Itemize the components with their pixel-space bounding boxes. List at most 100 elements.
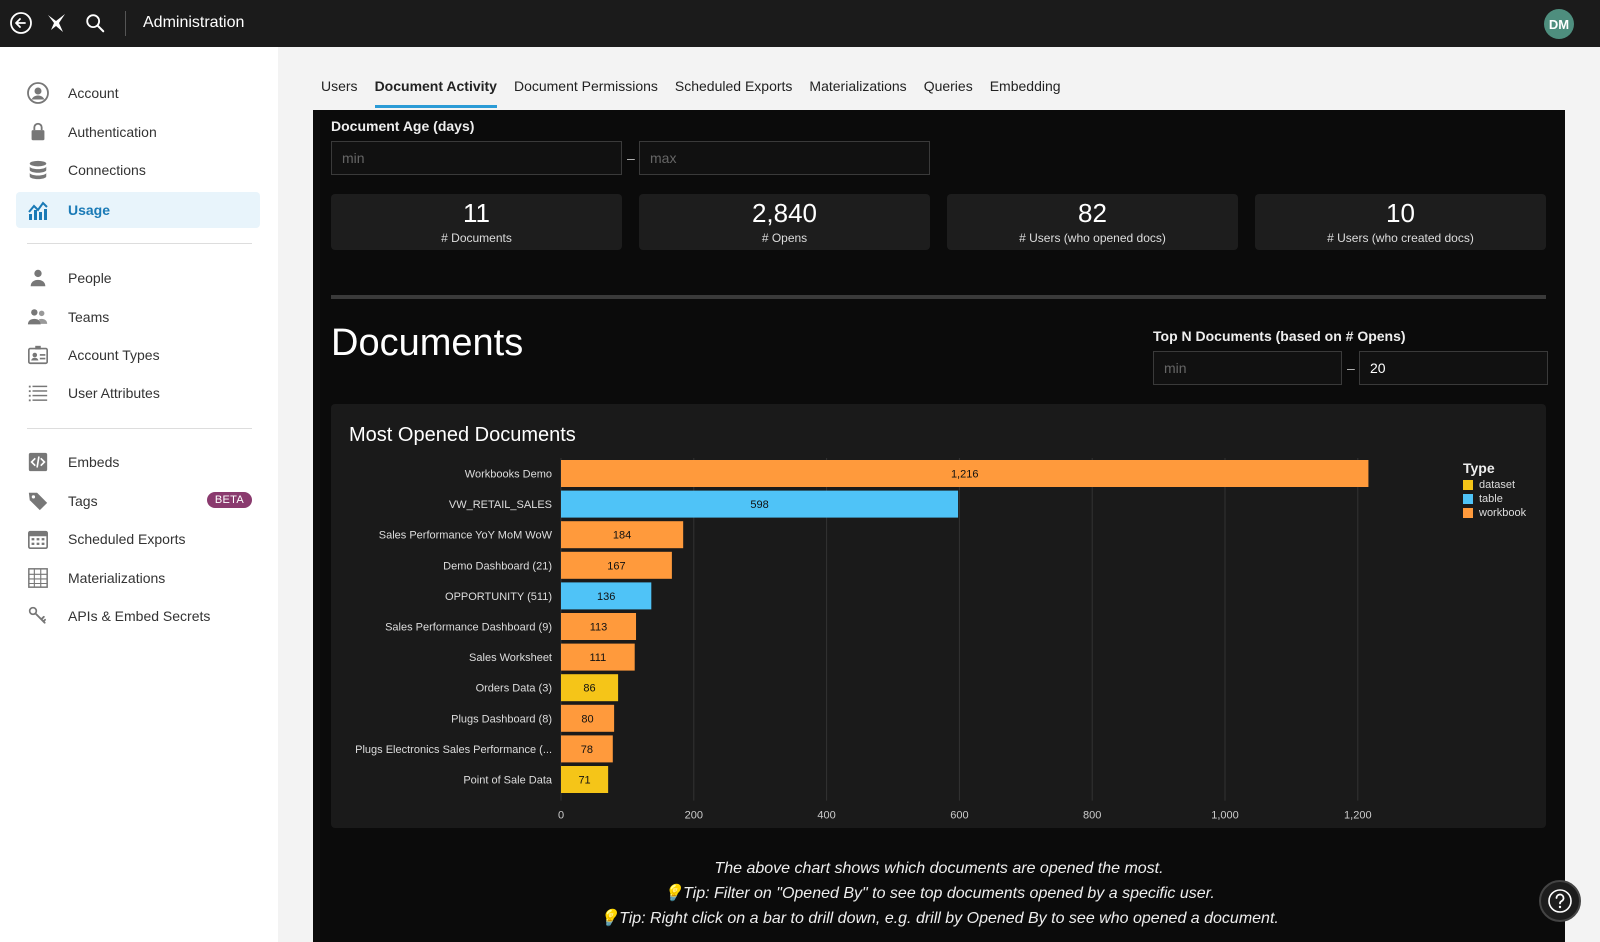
tab-users[interactable]: Users bbox=[321, 78, 358, 94]
sidebar-item-usage[interactable]: Usage bbox=[16, 192, 260, 228]
category-label: Plugs Dashboard (8) bbox=[451, 713, 552, 725]
help-button[interactable] bbox=[1539, 880, 1581, 922]
usage-chart-icon bbox=[16, 198, 60, 222]
sidebar-item-materializations[interactable]: Materializations bbox=[16, 560, 260, 596]
tab-scheduled-exports[interactable]: Scheduled Exports bbox=[674, 78, 793, 94]
note-line: The above chart shows which documents ar… bbox=[714, 860, 1164, 877]
top-n-max-input[interactable] bbox=[1359, 351, 1548, 385]
sidebar-item-embeds[interactable]: Embeds bbox=[16, 444, 260, 480]
document-age-min-input[interactable] bbox=[331, 141, 622, 175]
document-activity-panel: Document Age (days) – 11 # Documents 2,8… bbox=[313, 110, 1581, 942]
sidebar-item-label: Tags bbox=[68, 493, 98, 509]
data-label: 184 bbox=[613, 530, 631, 542]
sidebar-item-user-attributes[interactable]: User Attributes bbox=[16, 375, 260, 411]
category-label: Demo Dashboard (21) bbox=[443, 560, 552, 572]
data-label: 80 bbox=[581, 713, 593, 725]
kpi-value: 11 bbox=[463, 198, 490, 228]
category-label: VW_RETAIL_SALES bbox=[449, 499, 552, 511]
bar[interactable] bbox=[561, 551, 672, 579]
app-logo-icon[interactable] bbox=[44, 10, 70, 36]
chart-notes: The above chart shows which documents ar… bbox=[313, 856, 1565, 931]
x-tick-label: 1,000 bbox=[1211, 810, 1239, 822]
sidebar-item-scheduled-exports[interactable]: Scheduled Exports bbox=[16, 521, 260, 557]
sidebar-item-account-types[interactable]: Account Types bbox=[16, 337, 260, 373]
legend-label: table bbox=[1479, 493, 1503, 505]
category-label: Workbooks Demo bbox=[465, 469, 552, 481]
most-opened-documents-chart[interactable]: Most Opened Documents 0 200 400 600 800 1,000… bbox=[331, 404, 1546, 828]
legend-item-workbook[interactable]: workbook bbox=[1463, 506, 1526, 520]
user-circle-icon bbox=[16, 81, 60, 105]
bar[interactable] bbox=[561, 521, 684, 549]
category-label: Orders Data (3) bbox=[476, 683, 552, 695]
top-bar: Administration DM bbox=[0, 0, 1600, 47]
legend-swatch bbox=[1463, 494, 1473, 504]
sidebar-item-connections[interactable]: Connections bbox=[16, 152, 260, 188]
avatar[interactable]: DM bbox=[1544, 9, 1574, 39]
x-tick-label: 1,200 bbox=[1344, 810, 1372, 822]
code-icon bbox=[16, 451, 60, 473]
legend-swatch bbox=[1463, 508, 1473, 518]
legend-title: Type bbox=[1463, 460, 1495, 476]
bar[interactable] bbox=[561, 460, 1369, 487]
data-label: 598 bbox=[750, 499, 768, 511]
teams-icon bbox=[16, 306, 60, 328]
sidebar-item-apis-embed-secrets[interactable]: APIs & Embed Secrets bbox=[16, 598, 260, 634]
tab-materializations[interactable]: Materializations bbox=[809, 78, 907, 94]
kpi-users-opened: 82 # Users (who opened docs) bbox=[947, 194, 1238, 250]
tab-document-permissions[interactable]: Document Permissions bbox=[513, 78, 658, 94]
tab-embedding[interactable]: Embedding bbox=[989, 78, 1061, 94]
chart-title: Most Opened Documents bbox=[349, 424, 576, 446]
kpi-opens: 2,840 # Opens bbox=[639, 194, 930, 250]
bar[interactable] bbox=[561, 674, 619, 702]
kpi-label: # Users (who created docs) bbox=[1327, 231, 1474, 245]
sidebar-item-label: Teams bbox=[68, 309, 110, 325]
x-tick-label: 200 bbox=[685, 810, 703, 822]
back-arrow-icon[interactable] bbox=[8, 10, 34, 36]
sidebar-item-tags[interactable]: Tags BETA bbox=[16, 483, 260, 519]
page-title: Administration bbox=[143, 14, 245, 31]
calendar-icon bbox=[16, 528, 60, 550]
category-label: OPPORTUNITY (511) bbox=[445, 591, 552, 603]
search-icon[interactable] bbox=[82, 10, 108, 36]
data-label: 167 bbox=[607, 560, 625, 572]
data-label: 113 bbox=[590, 622, 608, 634]
data-label: 71 bbox=[578, 775, 590, 787]
sidebar-divider bbox=[27, 243, 252, 244]
sidebar-item-authentication[interactable]: Authentication bbox=[16, 114, 260, 150]
legend-item-dataset[interactable]: dataset bbox=[1463, 478, 1526, 492]
data-label: 111 bbox=[589, 652, 606, 664]
bar[interactable] bbox=[561, 643, 635, 671]
kpi-value: 10 bbox=[1386, 198, 1415, 228]
bar[interactable] bbox=[561, 490, 959, 518]
database-icon bbox=[16, 159, 60, 181]
sidebar-item-label: Connections bbox=[68, 162, 146, 178]
legend-label: workbook bbox=[1479, 507, 1527, 519]
sidebar-item-people[interactable]: People bbox=[16, 260, 260, 296]
tab-document-activity[interactable]: Document Activity bbox=[374, 78, 497, 108]
bar[interactable] bbox=[561, 704, 615, 732]
kpi-label: # Documents bbox=[441, 231, 512, 245]
bar[interactable] bbox=[561, 766, 609, 793]
bar[interactable] bbox=[561, 613, 637, 640]
top-n-min-input[interactable] bbox=[1153, 351, 1342, 385]
bar[interactable] bbox=[561, 735, 613, 763]
sidebar-item-label: Embeds bbox=[68, 454, 120, 470]
tab-queries[interactable]: Queries bbox=[923, 78, 973, 94]
sidebar-item-label: Account bbox=[68, 85, 119, 101]
category-label: Sales Performance YoY MoM WoW bbox=[379, 530, 553, 542]
kpi-label: # Users (who opened docs) bbox=[1019, 231, 1166, 245]
x-tick-label: 600 bbox=[950, 810, 968, 822]
legend-item-table[interactable]: table bbox=[1463, 492, 1526, 506]
documents-heading: Documents bbox=[331, 322, 524, 364]
tag-icon bbox=[16, 490, 60, 512]
document-age-max-input[interactable] bbox=[639, 141, 930, 175]
bar[interactable] bbox=[561, 582, 652, 610]
sidebar-item-account[interactable]: Account bbox=[16, 75, 260, 111]
id-badge-icon bbox=[16, 344, 60, 366]
lock-icon bbox=[16, 121, 60, 143]
sidebar-item-teams[interactable]: Teams bbox=[16, 299, 260, 335]
document-age-label: Document Age (days) bbox=[331, 118, 475, 134]
question-icon bbox=[1548, 889, 1572, 913]
sidebar-item-label: APIs & Embed Secrets bbox=[68, 608, 211, 624]
legend-swatch bbox=[1463, 480, 1473, 490]
